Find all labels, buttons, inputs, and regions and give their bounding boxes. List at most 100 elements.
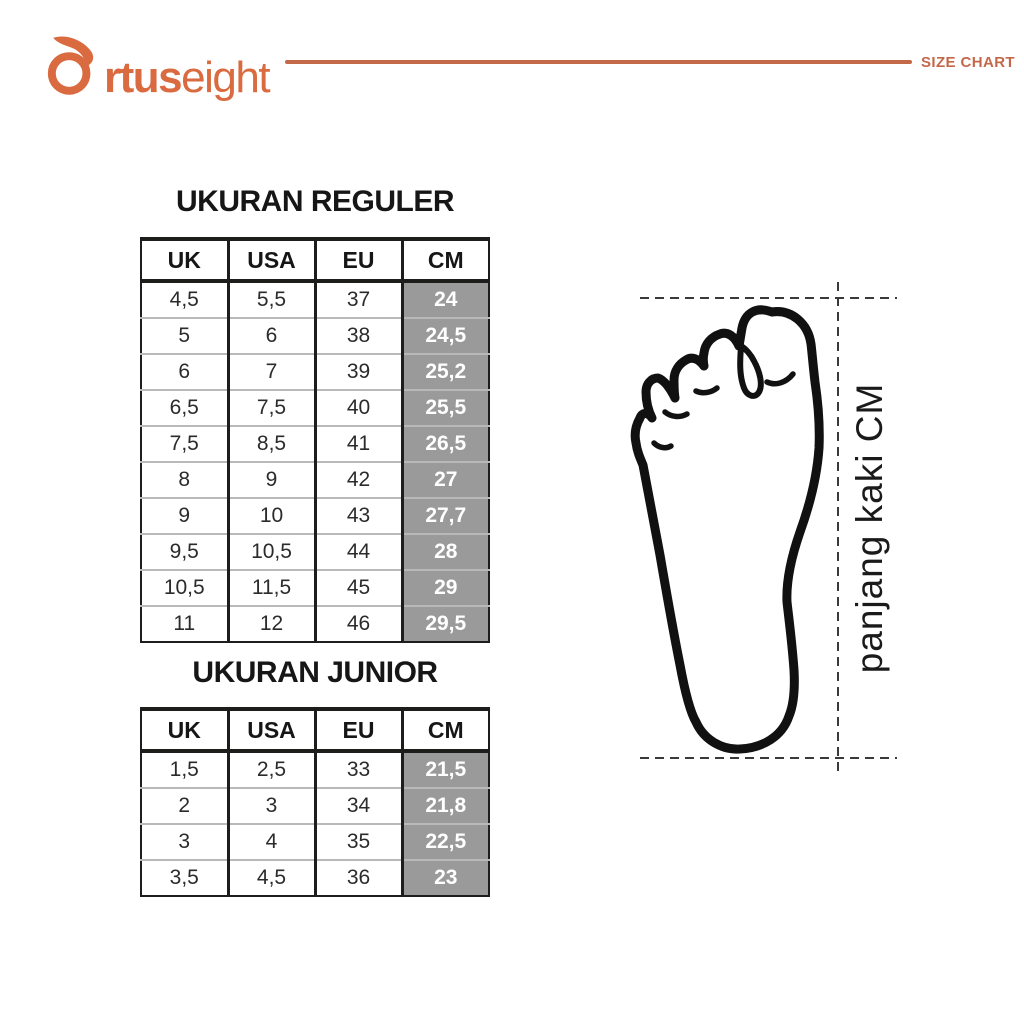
cell-usa: 10: [226, 497, 315, 534]
cell-eu: 45: [313, 569, 402, 606]
cell-cm: 21,8: [400, 787, 489, 824]
cell-uk: 11: [141, 605, 228, 642]
brand-wordmark: rtuseight: [104, 55, 271, 99]
brand-light-part: eight: [181, 52, 270, 102]
cell-uk: 9: [141, 497, 228, 534]
cell-usa: 12: [226, 605, 315, 642]
cell-cm: 21,5: [400, 751, 489, 788]
cell-eu: 46: [313, 605, 402, 642]
table-row: 4,5 5,5 37 24: [141, 281, 489, 318]
column-header-usa: USA: [226, 709, 315, 753]
cell-usa: 6: [226, 317, 315, 354]
cell-cm: 27: [400, 461, 489, 498]
cell-usa: 8,5: [226, 425, 315, 462]
cell-eu: 41: [313, 425, 402, 462]
brand-logo: rtuseight: [42, 34, 271, 99]
size-chart-label: SIZE CHART: [921, 54, 1015, 71]
table-row: 3 4 35 22,5: [141, 823, 489, 860]
ring-shape: [47, 52, 91, 95]
column-header-cm: CM: [400, 709, 489, 753]
table-row: 9 10 43 27,7: [141, 497, 489, 534]
column-header-eu: EU: [313, 239, 402, 283]
header-row: UK USA EU CM: [141, 239, 489, 283]
foot-length-label: panjang kaki CM: [849, 383, 890, 674]
cell-eu: 33: [313, 751, 402, 788]
cell-cm: 29: [400, 569, 489, 606]
table-row: 2 3 34 21,8: [141, 787, 489, 824]
cell-cm: 23: [400, 859, 489, 896]
toe2-crease-line: [693, 385, 720, 396]
cell-cm: 29,5: [400, 605, 489, 642]
cell-usa: 3: [226, 787, 315, 824]
cell-uk: 2: [141, 787, 228, 824]
column-header-usa: USA: [226, 239, 315, 283]
header-divider-line: [285, 60, 912, 64]
table-row: 7,5 8,5 41 26,5: [141, 425, 489, 462]
cell-eu: 39: [313, 353, 402, 390]
cell-usa: 7,5: [226, 389, 315, 426]
table-row: 6,5 7,5 40 25,5: [141, 389, 489, 426]
cell-usa: 11,5: [226, 569, 315, 606]
cell-eu: 37: [313, 281, 402, 318]
cell-uk: 7,5: [141, 425, 228, 462]
toe4-crease-line: [651, 440, 674, 451]
cell-usa: 7: [226, 353, 315, 390]
header-row: UK USA EU CM: [141, 709, 489, 753]
cell-uk: 8: [141, 461, 228, 498]
cell-cm: 22,5: [400, 823, 489, 860]
ball-crease-line: [764, 371, 796, 387]
cell-uk: 9,5: [141, 533, 228, 570]
big-toe-teardrop-line: [737, 343, 764, 399]
column-header-eu: EU: [313, 709, 402, 753]
cell-usa: 2,5: [226, 751, 315, 788]
table-row: 1,5 2,5 33 21,5: [141, 751, 489, 788]
table-row: 9,5 10,5 44 28: [141, 533, 489, 570]
ortuseight-flame-o-icon: [47, 36, 94, 95]
table-row: 10,5 11,5 45 29: [141, 569, 489, 606]
table-title-junior: UKURAN JUNIOR: [192, 656, 438, 689]
foot-measure-figure: panjang kaki CM: [630, 282, 897, 772]
table-row: 8 9 42 27: [141, 461, 489, 498]
cell-cm: 28: [400, 533, 489, 570]
cell-usa: 4,5: [226, 859, 315, 896]
column-header-cm: CM: [400, 239, 489, 283]
cell-usa: 9: [226, 461, 315, 498]
cell-eu: 38: [313, 317, 402, 354]
cell-uk: 6,5: [141, 389, 228, 426]
flame-shape: [53, 36, 94, 66]
size-table-reguler: UK USA EU CM 4,5 5,5 37 24 5 6 38 24,5 6 7 39 25,2 6,5 7,…: [140, 237, 490, 643]
cell-cm: 24,5: [400, 317, 489, 354]
column-header-uk: UK: [141, 239, 228, 283]
cell-eu: 34: [313, 787, 402, 824]
cell-uk: 3,5: [141, 859, 228, 896]
cell-cm: 27,7: [400, 497, 489, 534]
cell-cm: 24: [400, 281, 489, 318]
cell-eu: 40: [313, 389, 402, 426]
cell-eu: 42: [313, 461, 402, 498]
size-table-junior: UK USA EU CM 1,5 2,5 33 21,5 2 3 34 21,8 3 4 35 22,5 3,5…: [140, 707, 490, 897]
table-row: 5 6 38 24,5: [141, 317, 489, 354]
cell-eu: 36: [313, 859, 402, 896]
cell-eu: 35: [313, 823, 402, 860]
cell-uk: 1,5: [169, 758, 199, 781]
cell-cm: 25,5: [400, 389, 489, 426]
cell-eu: 43: [313, 497, 402, 534]
cell-usa: 10,5: [226, 533, 315, 570]
brand-bold-part: rtus: [104, 52, 183, 102]
cell-usa: 5,5: [226, 281, 315, 318]
cell-uk: 3: [141, 823, 228, 860]
cell-uk: 10,5: [141, 569, 228, 606]
table-row: 11 12 46 29,5: [141, 605, 489, 642]
cell-uk: 6: [141, 353, 228, 390]
foot-outline: [630, 305, 824, 754]
table-row: 6 7 39 25,2: [141, 353, 489, 390]
table-row: 3,5 4,5 36 23: [141, 859, 489, 896]
cell-uk: 5: [141, 317, 228, 354]
cell-cm: 26,5: [400, 425, 489, 462]
toe3-crease-line: [662, 409, 690, 420]
column-header-uk: UK: [141, 709, 228, 753]
cell-cm: 25,2: [400, 353, 489, 390]
cell-eu: 44: [313, 533, 402, 570]
cell-usa: 4: [226, 823, 315, 860]
